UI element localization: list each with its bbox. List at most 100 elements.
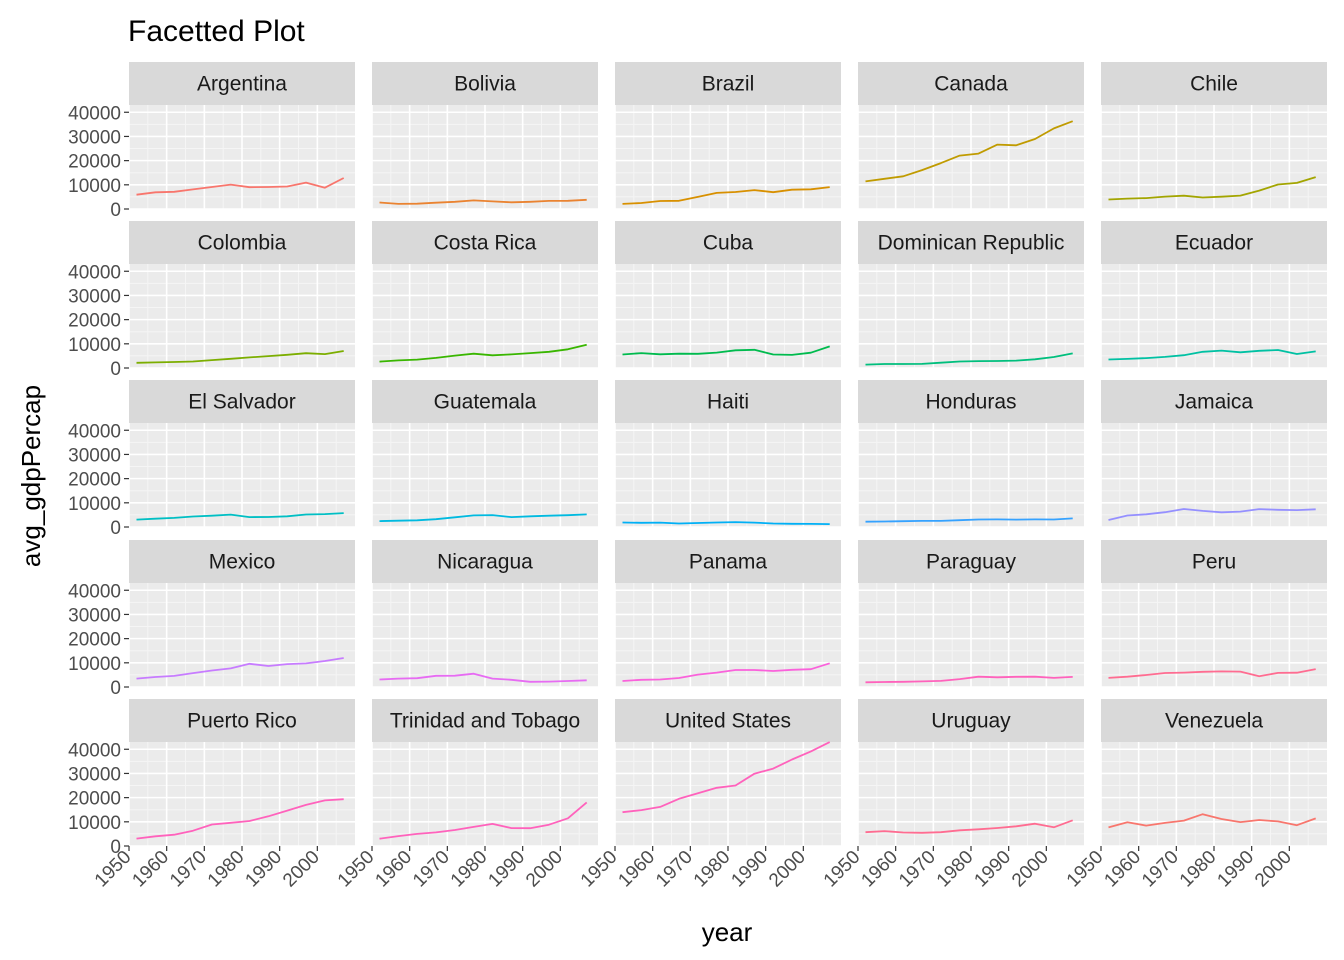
- series-line-canada: [865, 120, 1074, 183]
- facet-label: El Salvador: [188, 391, 295, 414]
- facet-strip: [129, 380, 355, 423]
- facet-nicaragua: Nicaragua: [371, 540, 598, 688]
- facet-label: Cuba: [703, 232, 754, 255]
- series-line-uruguay: [865, 819, 1074, 834]
- facet-panama: Panama: [614, 540, 841, 688]
- facet-guatemala: Guatemala: [371, 380, 598, 528]
- y-tick-label: 20000: [68, 470, 121, 491]
- facet-label: Canada: [934, 73, 1008, 96]
- facet-label: Bolivia: [454, 73, 516, 96]
- facet-bolivia: Bolivia: [371, 62, 598, 210]
- facet-canada: Canada: [857, 62, 1084, 210]
- facet-label: Uruguay: [931, 710, 1011, 733]
- y-tick-label: 10000: [68, 654, 121, 675]
- y-tick-label: 40000: [68, 421, 121, 442]
- facet-strip: [1101, 540, 1327, 583]
- y-tick-label: 30000: [68, 127, 121, 148]
- facet-strip: [615, 540, 841, 583]
- facet-label: Dominican Republic: [878, 232, 1065, 255]
- facet-label: Mexico: [209, 551, 276, 574]
- series-line-venezuela: [1108, 813, 1317, 829]
- facet-label: Haiti: [707, 391, 749, 414]
- y-tick-label: 10000: [68, 813, 121, 834]
- facet-strip: [372, 221, 598, 264]
- series-line-costa-rica: [379, 343, 587, 363]
- y-tick-label: 10000: [68, 494, 121, 515]
- facet-label: Peru: [1192, 551, 1236, 574]
- chart-title: Facetted Plot: [128, 15, 305, 48]
- y-tick-label: 10000: [68, 176, 121, 197]
- series-line-panama: [622, 662, 830, 682]
- y-tick-label: 20000: [68, 630, 121, 651]
- facet-strip: [129, 221, 355, 264]
- series-line-el-salvador: [136, 512, 344, 521]
- facet-grid: Argentina 0 10000 20000 30000 40000 Bolivia Bra…: [68, 62, 1327, 891]
- y-tick-label: 10000: [68, 335, 121, 356]
- facet-strip: [615, 380, 841, 423]
- facet-label: Nicaragua: [437, 551, 533, 574]
- facet-strip: [129, 62, 355, 105]
- facet-argentina: Argentina 0 10000 20000 30000 40000: [68, 62, 355, 221]
- facet-strip: [129, 699, 355, 742]
- facet-brazil: Brazil: [614, 62, 841, 210]
- facet-peru: Peru: [1100, 540, 1327, 688]
- facet-strip: [858, 540, 1084, 583]
- series-line-nicaragua: [379, 672, 587, 683]
- facet-strip: [858, 699, 1084, 742]
- facet-colombia: Colombia 0 10000 20000 30000 40000: [68, 221, 355, 380]
- facet-ecuador: Ecuador: [1100, 221, 1327, 369]
- y-tick-label: 30000: [68, 605, 121, 626]
- series-line-brazil: [622, 186, 830, 205]
- facet-el-salvador: El Salvador 0 10000 20000 30000 40000: [68, 380, 355, 539]
- series-line-bolivia: [379, 198, 587, 205]
- series-line-haiti: [622, 521, 830, 525]
- facet-strip: [858, 380, 1084, 423]
- facet-strip: [1101, 221, 1327, 264]
- facet-label: Panama: [689, 551, 768, 574]
- facet-strip: [129, 540, 355, 583]
- series-line-mexico: [136, 657, 344, 680]
- facet-label: United States: [665, 710, 791, 733]
- facet-honduras: Honduras: [857, 380, 1084, 528]
- facet-strip: [372, 699, 598, 742]
- facet-trinidad-and-tobago: Trinidad and Tobago195019601970198019902…: [334, 699, 598, 891]
- y-tick-label: 40000: [68, 581, 121, 602]
- facet-strip: [615, 221, 841, 264]
- facet-strip: [615, 62, 841, 105]
- x-axis-title: year: [702, 917, 753, 947]
- series-line-chile: [1108, 176, 1316, 201]
- series-line-dominican-republic: [865, 352, 1073, 366]
- y-tick-label: 40000: [68, 103, 121, 124]
- y-tick-label: 20000: [68, 152, 121, 173]
- facet-label: Trinidad and Tobago: [390, 710, 580, 733]
- facet-label: Guatemala: [434, 391, 537, 414]
- facet-strip: [372, 540, 598, 583]
- series-line-argentina: [136, 177, 345, 196]
- series-line-trinidad-and-tobago: [379, 801, 588, 840]
- y-tick-label: 30000: [68, 445, 121, 466]
- facet-strip: [1101, 62, 1327, 105]
- facet-label: Costa Rica: [434, 232, 537, 255]
- facet-mexico: Mexico 0 10000 20000 30000 40000: [68, 540, 355, 699]
- y-tick-label: 20000: [68, 789, 121, 810]
- y-tick-label: 40000: [68, 262, 121, 283]
- facet-label: Honduras: [925, 391, 1016, 414]
- facet-strip: [615, 699, 841, 742]
- facet-label: Puerto Rico: [187, 710, 297, 733]
- series-line-colombia: [136, 350, 344, 364]
- series-line-paraguay: [865, 675, 1073, 684]
- facet-cuba: Cuba: [614, 221, 841, 369]
- y-tick-label: 0: [110, 200, 121, 221]
- y-tick-label: 30000: [68, 764, 121, 785]
- facet-label: Chile: [1190, 73, 1238, 96]
- facet-jamaica: Jamaica: [1100, 380, 1327, 528]
- y-axis-title: avg_gdpPercap: [16, 385, 46, 567]
- series-line-cuba: [622, 345, 830, 356]
- y-tick-label: 0: [110, 359, 121, 380]
- facet-label: Brazil: [702, 73, 755, 96]
- series-line-peru: [1108, 668, 1316, 679]
